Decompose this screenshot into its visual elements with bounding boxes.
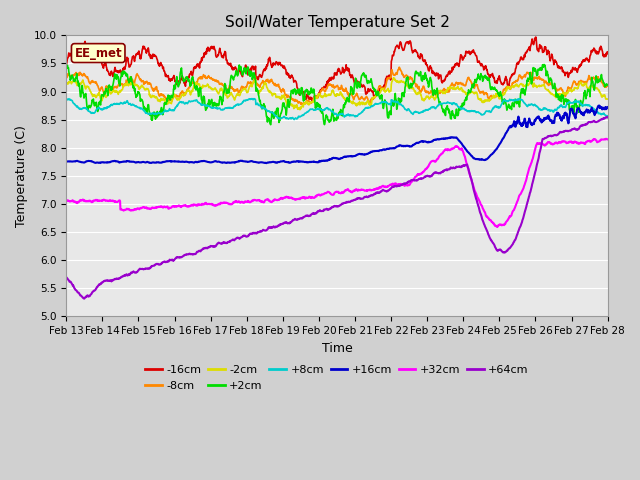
X-axis label: Time: Time [321,342,353,355]
Legend: -16cm, -8cm, -2cm, +2cm, +8cm, +16cm, +32cm, +64cm: -16cm, -8cm, -2cm, +2cm, +8cm, +16cm, +3… [141,361,533,395]
Text: EE_met: EE_met [74,47,122,60]
Y-axis label: Temperature (C): Temperature (C) [15,125,28,227]
Title: Soil/Water Temperature Set 2: Soil/Water Temperature Set 2 [225,15,449,30]
